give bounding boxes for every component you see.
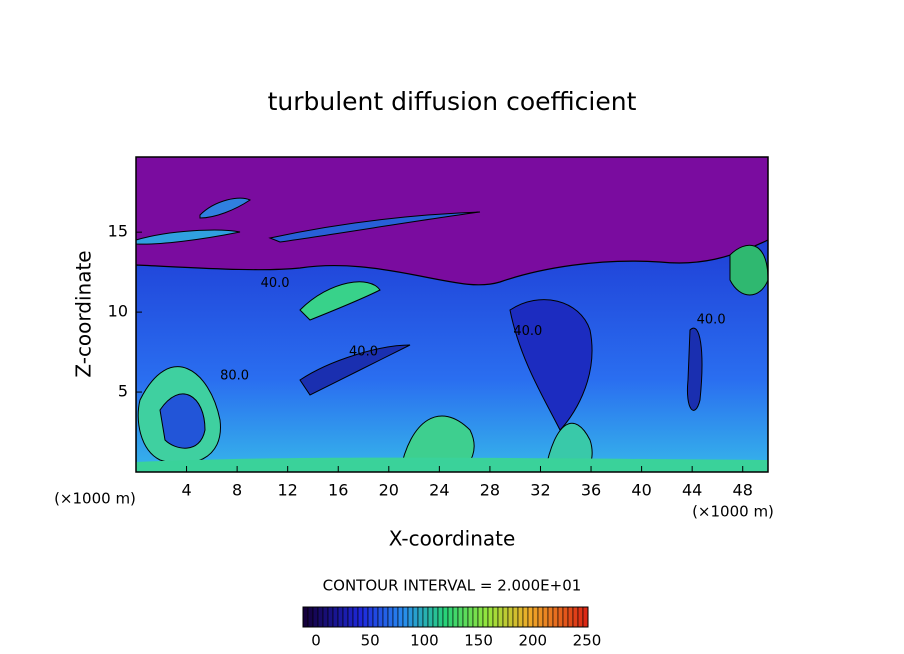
y-tick-label: 10 — [108, 302, 128, 321]
x-tick-label: 12 — [278, 481, 298, 500]
colorbar-tick-label: 0 — [311, 632, 321, 650]
colorbar: 0 50 100 150 200 250 — [302, 606, 602, 650]
colorbar-cell — [347, 606, 354, 628]
colorbar-cell — [397, 606, 404, 628]
x-tick-label: 24 — [429, 481, 449, 500]
colorbar-cell — [537, 606, 544, 628]
colorbar-cell — [562, 606, 569, 628]
plot-frame — [135, 156, 769, 473]
colorbar-cell — [487, 606, 494, 628]
x-unit-label: (×1000 m) — [692, 503, 774, 521]
x-tick-label: 40 — [631, 481, 651, 500]
x-tick-label: 20 — [379, 481, 399, 500]
colorbar-cell — [522, 606, 529, 628]
x-tick-label: 16 — [328, 481, 348, 500]
y-axis-label: Z-coordinate — [72, 250, 96, 377]
x-tick-label: 28 — [480, 481, 500, 500]
colorbar-cell — [412, 606, 419, 628]
colorbar-cell — [372, 606, 379, 628]
colorbar-cell — [377, 606, 384, 628]
colorbar-cell — [317, 606, 324, 628]
colorbar-cell — [532, 606, 539, 628]
colorbar-cell — [442, 606, 449, 628]
contour-label: 40.0 — [349, 345, 378, 360]
colorbar-cell — [512, 606, 519, 628]
colorbar-cell — [572, 606, 579, 628]
colorbar-cell — [342, 606, 349, 628]
colorbar-frame — [302, 606, 589, 628]
colorbar-tick-label: 50 — [361, 632, 380, 650]
colorbar-cell — [312, 606, 319, 628]
colorbar-cell — [432, 606, 439, 628]
colorbar-cell — [567, 606, 574, 628]
colorbar-tick-label: 250 — [573, 632, 602, 650]
colorbar-cell — [447, 606, 454, 628]
colorbar-cell — [422, 606, 429, 628]
x-tick-label: 32 — [530, 481, 550, 500]
colorbar-cell — [502, 606, 509, 628]
colorbar-cell — [322, 606, 329, 628]
colorbar-tick-label: 200 — [518, 632, 547, 650]
y-tick-label: 15 — [108, 222, 128, 241]
colorbar-cell — [547, 606, 554, 628]
colorbar-cell — [402, 606, 409, 628]
colorbar-cell — [387, 606, 394, 628]
contour-interval: CONTOUR INTERVAL = 2.000E+01 — [323, 577, 582, 595]
colorbar-cell — [472, 606, 479, 628]
contour-label: 40.0 — [697, 313, 726, 328]
colorbar-cell — [527, 606, 534, 628]
colorbar-cell — [352, 606, 359, 628]
x-tick-label: 8 — [232, 481, 242, 500]
colorbar-cell — [392, 606, 399, 628]
contour-label: 40.0 — [513, 324, 542, 339]
colorbar-cell — [367, 606, 374, 628]
colorbar-cell — [307, 606, 314, 628]
y-tick-label: 5 — [118, 382, 128, 401]
colorbar-cell — [427, 606, 434, 628]
colorbar-cell — [467, 606, 474, 628]
colorbar-tick-label: 100 — [410, 632, 439, 650]
colorbar-cell — [497, 606, 504, 628]
colorbar-cell — [452, 606, 459, 628]
colorbar-cell — [362, 606, 369, 628]
colorbar-cell — [482, 606, 489, 628]
contour-label: 40.0 — [261, 276, 290, 291]
colorbar-cell — [327, 606, 334, 628]
chart-title: turbulent diffusion coefficient — [268, 87, 637, 116]
x-tick-label: 48 — [733, 481, 753, 500]
colorbar-cell — [552, 606, 559, 628]
x-tick-label: 4 — [181, 481, 191, 500]
colorbar-cell — [507, 606, 514, 628]
x-unit-label: (×1000 m) — [54, 490, 136, 508]
colorbar-cell — [557, 606, 564, 628]
colorbar-cell — [457, 606, 464, 628]
contour-label: 80.0 — [220, 369, 249, 384]
colorbar-tick-label: 150 — [464, 632, 493, 650]
colorbar-cell — [517, 606, 524, 628]
colorbar-cell — [492, 606, 499, 628]
colorbar-cell — [382, 606, 389, 628]
x-tick-label: 44 — [682, 481, 702, 500]
colorbar-cell — [462, 606, 469, 628]
colorbar-cell — [357, 606, 364, 628]
colorbar-cell — [407, 606, 414, 628]
colorbar-cell — [437, 606, 444, 628]
field — [136, 157, 768, 472]
colorbar-cell — [577, 606, 584, 628]
x-axis-label: X-coordinate — [389, 527, 516, 551]
colorbar-cell — [417, 606, 424, 628]
colorbar-cell — [337, 606, 344, 628]
colorbar-cell — [302, 606, 309, 628]
x-tick-label: 36 — [581, 481, 601, 500]
colorbar-cell — [582, 606, 589, 628]
colorbar-cell — [542, 606, 549, 628]
colorbar-cell — [332, 606, 339, 628]
colorbar-cell — [477, 606, 484, 628]
